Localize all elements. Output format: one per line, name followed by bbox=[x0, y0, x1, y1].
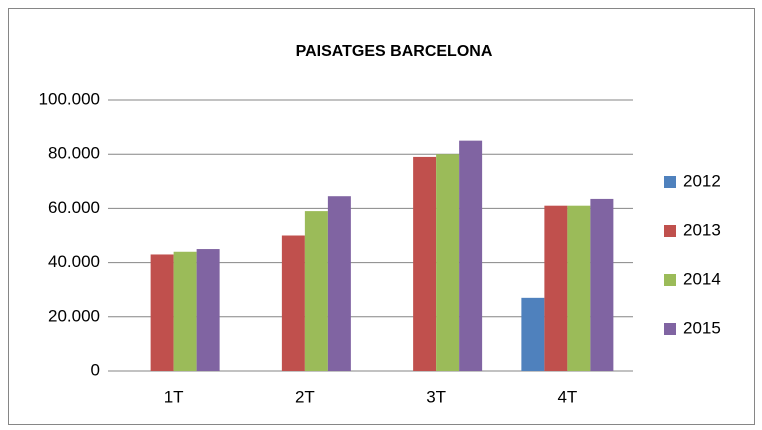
legend-label: 2012 bbox=[683, 171, 721, 190]
bar bbox=[521, 297, 545, 371]
legend-swatch bbox=[664, 176, 676, 188]
bar bbox=[590, 198, 614, 371]
legend-label: 2014 bbox=[683, 269, 721, 288]
legend-label: 2013 bbox=[683, 220, 721, 239]
bar bbox=[413, 156, 437, 371]
x-tick-label: 1T bbox=[164, 387, 184, 406]
chart-border bbox=[8, 8, 755, 425]
x-tick-label: 4T bbox=[557, 387, 577, 406]
y-tick-label: 60.000 bbox=[48, 198, 100, 217]
y-tick-label: 20.000 bbox=[48, 306, 100, 325]
y-tick-label: 80.000 bbox=[48, 144, 100, 163]
y-tick-label: 0 bbox=[91, 360, 100, 379]
bar bbox=[173, 251, 197, 371]
bar bbox=[544, 205, 568, 371]
bar bbox=[567, 205, 591, 371]
y-tick-label: 40.000 bbox=[48, 252, 100, 271]
bar bbox=[436, 154, 460, 371]
bar bbox=[150, 254, 174, 371]
bar bbox=[196, 249, 220, 371]
legend-swatch bbox=[664, 323, 676, 335]
legend-swatch bbox=[664, 274, 676, 286]
bar bbox=[281, 235, 305, 371]
bar bbox=[327, 196, 351, 371]
bar bbox=[304, 211, 328, 371]
x-tick-label: 3T bbox=[426, 387, 446, 406]
bar bbox=[459, 140, 483, 371]
legend-label: 2015 bbox=[683, 318, 721, 337]
chart-title: PAISATGES BARCELONA bbox=[296, 43, 493, 60]
y-tick-label: 100.000 bbox=[39, 89, 100, 108]
x-tick-label: 2T bbox=[295, 387, 315, 406]
legend-swatch bbox=[664, 225, 676, 237]
